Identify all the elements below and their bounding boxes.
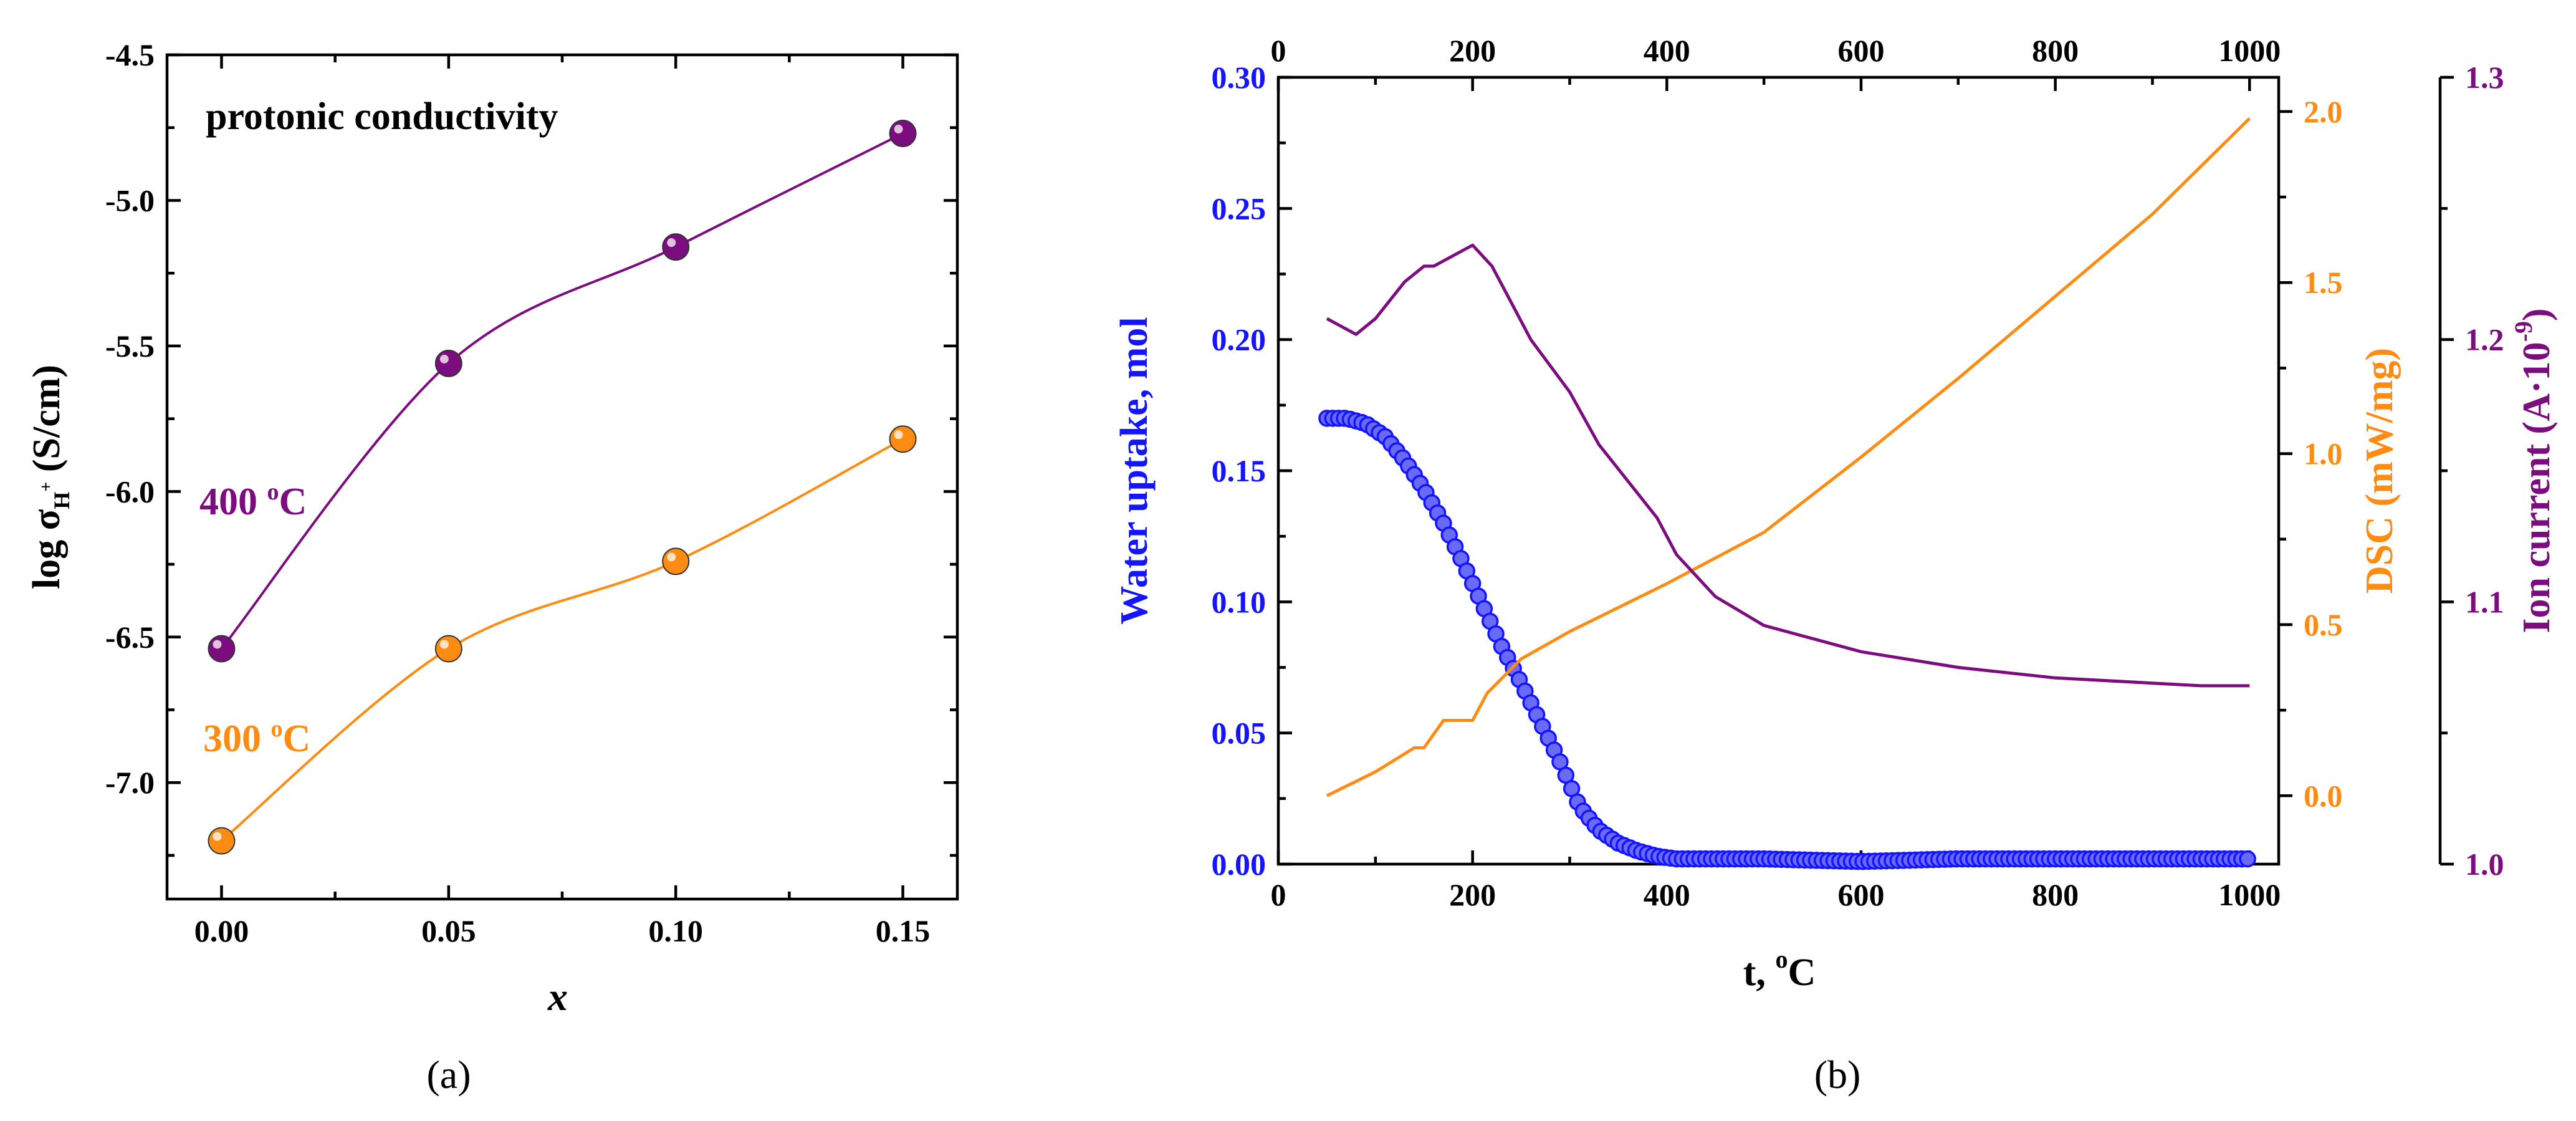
top-x-ticks-b: 0 200 400 600 800 1000 bbox=[1271, 33, 2281, 91]
top-x-tick-label-b: 1000 bbox=[2218, 33, 2281, 68]
water-tick-label: 0.25 bbox=[1212, 191, 1266, 226]
series-lines-a bbox=[220, 132, 904, 842]
x-ticks-a: 0.00 0.05 0.10 0.15 bbox=[194, 55, 931, 948]
top-x-tick-label-b: 0 bbox=[1271, 33, 1286, 68]
x-axis-label-a: x bbox=[547, 974, 568, 1019]
annotation-400: 400 oC bbox=[199, 479, 307, 523]
series-points-a bbox=[208, 120, 917, 855]
x-tick-label-a: 0.00 bbox=[194, 913, 249, 948]
x-tick-label-b: 1000 bbox=[2218, 877, 2281, 912]
panel-b: 0 200 400 600 800 1000 0 200 400 600 800 1000 0.00… bbox=[1113, 33, 2558, 1097]
water-tick-label: 0.05 bbox=[1212, 716, 1266, 751]
top-x-tick-label-b: 600 bbox=[1837, 33, 1884, 68]
dsc-line bbox=[1326, 117, 2251, 797]
ion-tick-label: 1.2 bbox=[2465, 322, 2504, 357]
x-tick-label-a: 0.10 bbox=[648, 913, 703, 948]
ion-tick-label: 1.0 bbox=[2465, 847, 2504, 882]
dsc-tick-label: 2.0 bbox=[2304, 94, 2343, 129]
x-tick-label-a: 0.15 bbox=[876, 913, 931, 948]
plot-frame-a bbox=[165, 53, 959, 901]
water-tick-label: 0.10 bbox=[1212, 584, 1266, 619]
ion-current-axis-label: Ion current (A·10-9) bbox=[2509, 308, 2558, 633]
top-x-tick-label-b: 800 bbox=[2032, 33, 2079, 68]
panel-label-a: (a) bbox=[426, 1052, 471, 1097]
dsc-ticks: 0.0 0.5 1.0 1.5 2.0 bbox=[2279, 94, 2343, 813]
ion-current-ticks: 1.0 1.1 1.2 1.3 bbox=[2440, 60, 2504, 882]
y-axis-label-a: log σH+ (S/cm) bbox=[26, 365, 74, 589]
ion-tick-label: 1.1 bbox=[2465, 584, 2504, 619]
top-x-tick-label-b: 200 bbox=[1449, 33, 1496, 68]
water-uptake-point bbox=[2239, 850, 2256, 868]
dsc-tick-label: 0.5 bbox=[2304, 607, 2343, 642]
x-tick-label-b: 200 bbox=[1449, 877, 1496, 912]
y-tick-label-a: -4.5 bbox=[105, 37, 155, 72]
top-x-tick-label-b: 400 bbox=[1644, 33, 1690, 68]
x-axis-label-b: t, oC bbox=[1743, 945, 1816, 994]
point-a-0-1 bbox=[434, 349, 462, 377]
water-uptake-ticks: 0.00 0.05 0.10 0.15 0.20 0.25 0.30 bbox=[1212, 60, 1292, 882]
dsc-tick-label: 0.0 bbox=[2304, 778, 2343, 813]
y-tick-label-a: -6.5 bbox=[105, 620, 155, 655]
x-tick-label-a: 0.05 bbox=[421, 913, 476, 948]
panel-a: -4.5 -5.0 -5.5 -6.0 -6.5 -7.0 0.00 0.05 0.10 0.1… bbox=[26, 37, 959, 1097]
point-a-0-0 bbox=[208, 635, 236, 663]
y-tick-label-a: -5.5 bbox=[105, 329, 155, 363]
annotation-300: 300 oC bbox=[203, 716, 310, 760]
point-a-0-3 bbox=[889, 120, 917, 148]
dsc-tick-label: 1.0 bbox=[2304, 436, 2343, 471]
ion-tick-label: 1.3 bbox=[2465, 60, 2504, 95]
water-tick-label: 0.30 bbox=[1212, 60, 1266, 95]
y-tick-label-a: -5.0 bbox=[105, 183, 155, 218]
water-tick-label: 0.15 bbox=[1212, 453, 1266, 488]
point-a-1-3 bbox=[889, 425, 917, 453]
point-a-1-1 bbox=[434, 635, 462, 663]
water-tick-label: 0.20 bbox=[1212, 322, 1266, 357]
x-ticks-b: 0 200 400 600 800 1000 bbox=[1271, 850, 2281, 912]
series-b bbox=[1318, 117, 2256, 870]
x-tick-label-b: 800 bbox=[2032, 877, 2079, 912]
y-tick-label-a: -7.0 bbox=[105, 765, 155, 800]
dsc-tick-label: 1.5 bbox=[2304, 265, 2343, 300]
water-tick-label: 0.00 bbox=[1212, 847, 1266, 882]
y-tick-label-a: -6.0 bbox=[105, 474, 155, 509]
plot-frame-b bbox=[1276, 75, 2281, 866]
line-a-0 bbox=[220, 132, 904, 650]
dsc-axis-label: DSC (mW/mg) bbox=[2358, 348, 2401, 594]
x-tick-label-b: 600 bbox=[1837, 877, 1884, 912]
line-a-1 bbox=[221, 438, 904, 842]
chart-title: protonic conductivity bbox=[206, 95, 558, 138]
x-tick-label-b: 0 bbox=[1271, 877, 1286, 912]
point-a-1-0 bbox=[208, 827, 236, 855]
ion-current-line bbox=[1326, 243, 2250, 688]
y-ticks-a: -4.5 -5.0 -5.5 -6.0 -6.5 -7.0 bbox=[105, 37, 957, 857]
point-a-1-2 bbox=[662, 547, 690, 575]
water-uptake-series bbox=[1318, 410, 2256, 870]
point-a-0-2 bbox=[662, 233, 690, 261]
water-uptake-axis-label: Water uptake, mol bbox=[1113, 317, 1156, 624]
panel-label-b: (b) bbox=[1814, 1052, 1861, 1097]
x-tick-label-b: 400 bbox=[1644, 877, 1690, 912]
